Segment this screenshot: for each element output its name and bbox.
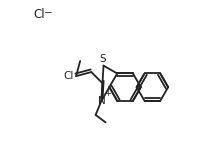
- Text: S: S: [99, 54, 105, 64]
- Text: −: −: [44, 8, 53, 18]
- Text: Cl: Cl: [34, 8, 45, 21]
- Text: N: N: [97, 96, 105, 106]
- Text: Cl: Cl: [63, 71, 74, 81]
- Text: +: +: [104, 89, 111, 98]
